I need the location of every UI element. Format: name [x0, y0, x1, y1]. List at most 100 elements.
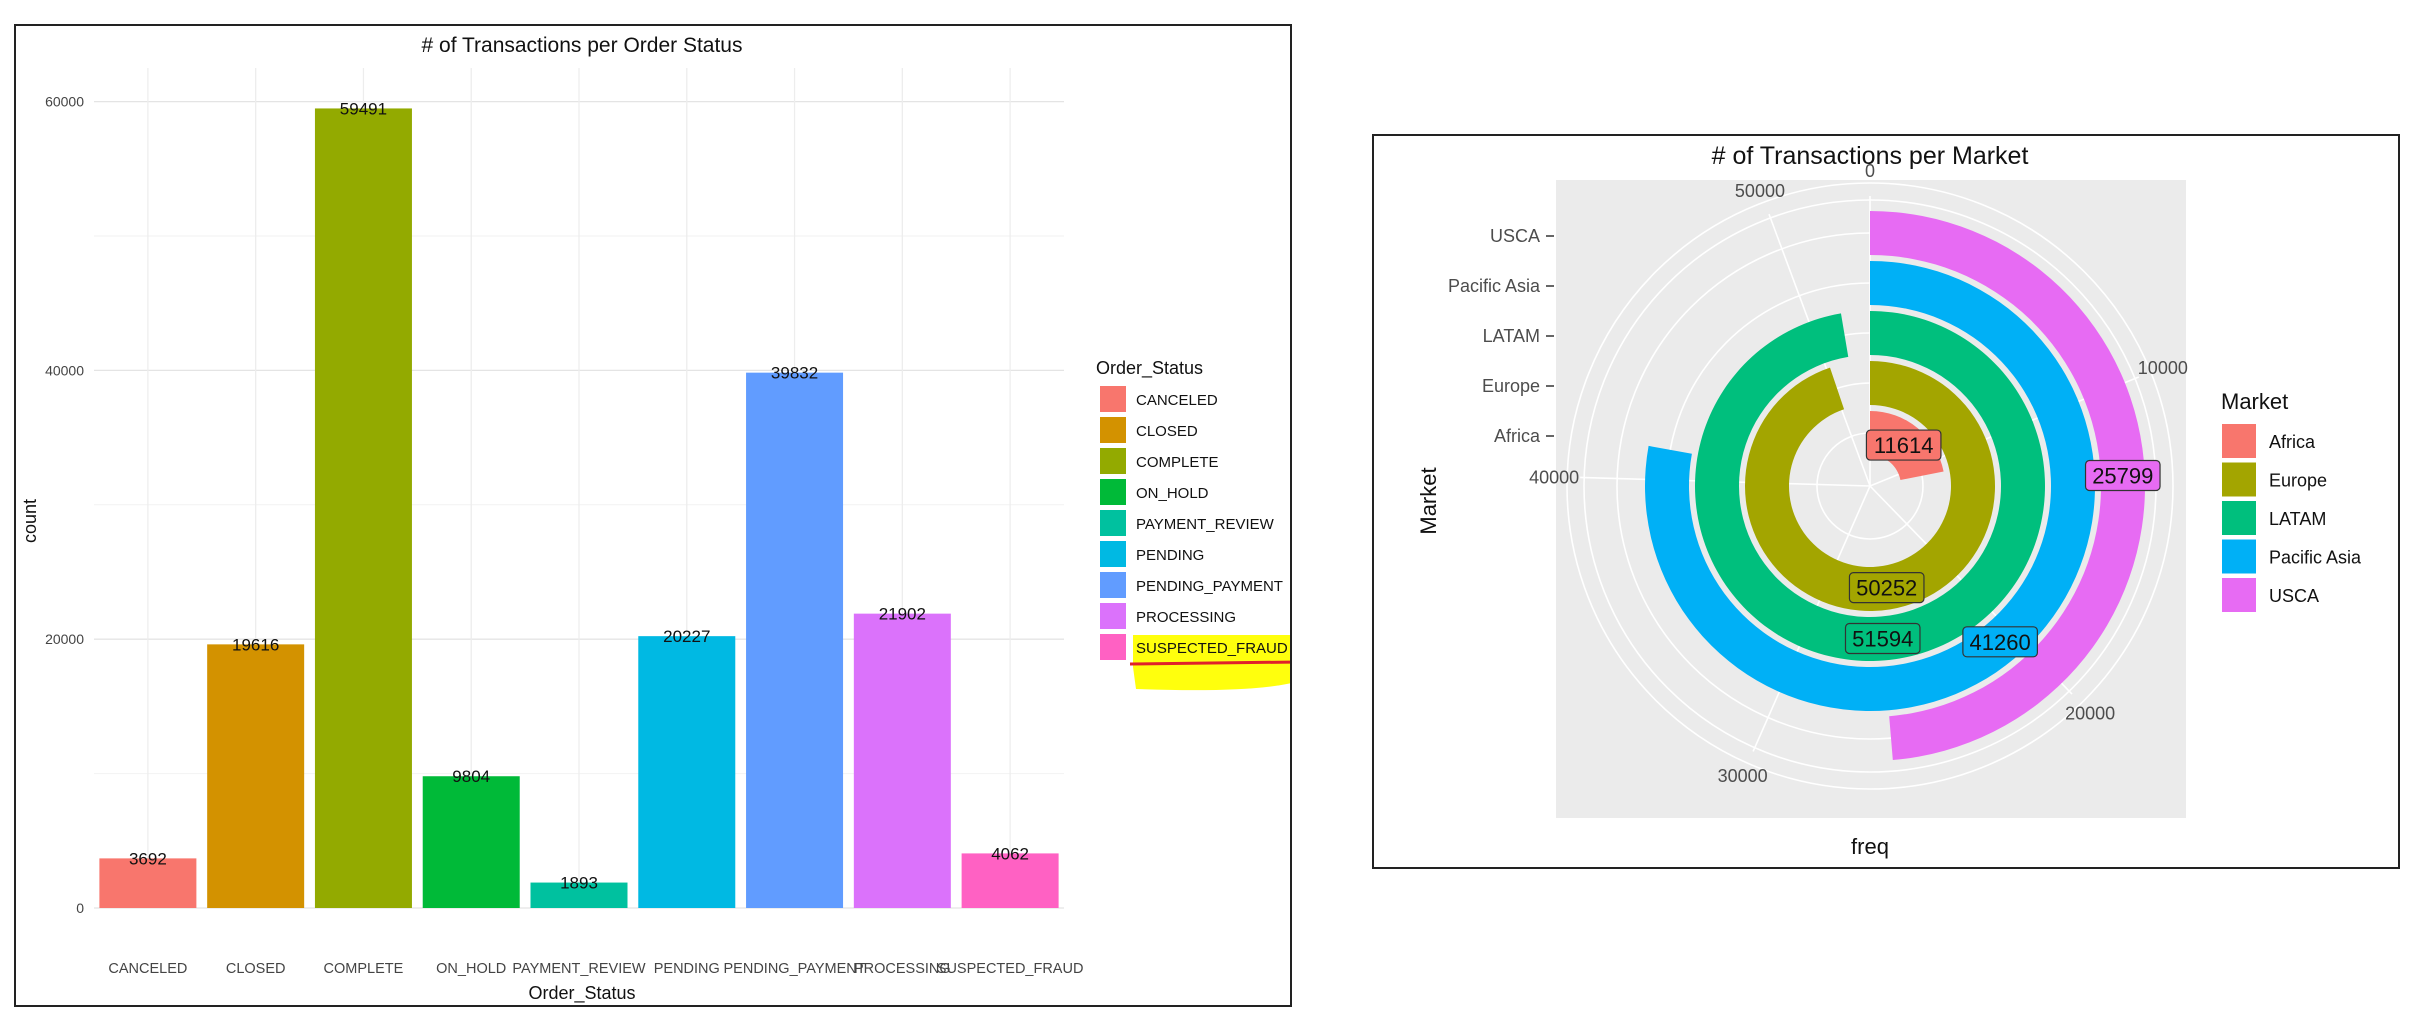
- bar-pending-payment: [746, 372, 844, 908]
- polar-market-tick-label-usca: USCA: [1490, 226, 1540, 246]
- polar-angle-tick-label: 10000: [2138, 358, 2188, 378]
- bar-pending: [638, 636, 736, 908]
- bar-complete: [314, 108, 412, 908]
- polar-chart-value-labels: 11614 50252 51594 41260 25799: [1844, 429, 2161, 658]
- polar-circle-gridline: [1566, 182, 2174, 790]
- bar-chart-title: # of Transactions per Order Status: [422, 34, 743, 57]
- bar-value-label-processing: 21902: [879, 605, 926, 624]
- polar-value-label-box-africa: [1865, 429, 1942, 461]
- bar-x-tick-label-pending: PENDING: [654, 961, 720, 977]
- order-status-chart-panel: # of Transactions per Order Status 3692 1…: [14, 24, 1297, 1007]
- bar-legend-label-canceled: CANCELED: [1136, 392, 1218, 409]
- market-chart-panel: # of Transactions per Market 0 10000 20000…: [1372, 134, 2400, 869]
- polar-value-label-latam: 51594: [1852, 626, 1913, 651]
- polar-angle-tick-label: 30000: [1718, 766, 1768, 786]
- polar-chart-angle-ticks: 0 10000 20000 30000 40000 50000: [1529, 161, 2188, 786]
- bar-x-tick-label-payment-review: PAYMENT_REVIEW: [512, 961, 646, 977]
- bar-legend-key-payment-review: [1100, 510, 1126, 536]
- bar-legend-title: Order_Status: [1096, 358, 1203, 379]
- polar-legend-label-africa: Africa: [2269, 432, 2316, 452]
- polar-angle-tick-label: 40000: [1529, 468, 1579, 488]
- bar-suspected-fraud: [961, 853, 1059, 908]
- polar-market-tick-label-africa: Africa: [1494, 426, 1541, 446]
- bar-x-tick-label-closed: CLOSED: [226, 961, 286, 977]
- bar-legend-key-complete: [1100, 448, 1126, 474]
- polar-chart-market-ticks: Africa Europe LATAM Pacific Asia USCA: [1448, 226, 1554, 446]
- polar-angle-tick-label: 20000: [2065, 704, 2115, 724]
- polar-legend-label-pacific-asia: Pacific Asia: [2269, 548, 2362, 568]
- bar-chart-y-axis-label: count: [20, 499, 40, 543]
- polar-chart-title: # of Transactions per Market: [1712, 142, 2029, 170]
- bar-y-tick-label: 0: [76, 900, 84, 916]
- bar-legend-key-on-hold: [1100, 479, 1126, 505]
- polar-legend-label-europe: Europe: [2269, 471, 2327, 491]
- polar-legend-key-usca: [2222, 578, 2256, 612]
- polar-legend-title: Market: [2221, 389, 2288, 414]
- polar-value-label-europe: 50252: [1856, 576, 1917, 601]
- bar-legend-key-suspected-fraud: [1100, 634, 1126, 660]
- bar-value-label-on-hold: 9804: [452, 767, 490, 786]
- bar-legend-label-complete: COMPLETE: [1136, 454, 1219, 471]
- bar-chart-legend: Order_Status CANCELED CLOSED COMPLETE ON_HO…: [1096, 358, 1297, 691]
- bar-legend-label-pending-payment: PENDING_PAYMENT: [1136, 578, 1283, 595]
- bar-x-tick-label-complete: COMPLETE: [324, 961, 404, 977]
- bar-legend-key-canceled: [1100, 386, 1126, 412]
- bar-legend-label-suspected-fraud: SUSPECTED_FRAUD: [1136, 640, 1288, 657]
- bar-processing: [853, 613, 951, 908]
- polar-value-label-box-pacific-asia: [1962, 626, 2038, 658]
- bar-legend-key-processing: [1100, 603, 1126, 629]
- market-polar-chart: # of Transactions per Market 0 10000 20000…: [1416, 142, 2362, 859]
- bar-chart-x-ticks: CANCELED CLOSED COMPLETE ON_HOLD PAYMENT_REV…: [108, 961, 1083, 977]
- polar-chart-x-axis-label: freq: [1851, 834, 1889, 859]
- polar-legend-key-africa: [2222, 424, 2256, 458]
- bar-chart-x-axis-label: Order_Status: [528, 983, 635, 1004]
- polar-angle-tick-label: 0: [1865, 161, 1875, 181]
- polar-legend-label-latam: LATAM: [2269, 509, 2326, 529]
- polar-legend-key-pacific-asia: [2222, 539, 2256, 574]
- bar-legend-label-processing: PROCESSING: [1136, 609, 1236, 626]
- bar-closed: [207, 644, 305, 908]
- bar-value-label-pending-payment: 39832: [771, 364, 818, 383]
- polar-market-tick-label-pacific-asia: Pacific Asia: [1448, 276, 1541, 296]
- bar-legend-key-pending: [1100, 541, 1126, 567]
- bar-legend-key-pending-payment: [1100, 572, 1126, 598]
- polar-value-label-box-latam: [1844, 622, 1921, 655]
- bar-x-tick-label-pending-payment: PENDING_PAYMENT: [724, 961, 866, 977]
- bar-chart-y-ticks: 0 20000 40000 60000: [45, 94, 84, 916]
- legend-underline-marker: [1129, 660, 1297, 666]
- bar-payment-review: [530, 882, 628, 908]
- polar-bar-usca: [1870, 211, 2145, 761]
- polar-value-label-box-europe: [1848, 572, 1925, 604]
- order-status-bar-chart: # of Transactions per Order Status 3692 1…: [20, 34, 1297, 1004]
- bar-legend-key-closed: [1100, 417, 1126, 443]
- polar-angle-tick-label: 50000: [1735, 181, 1785, 201]
- bar-x-tick-label-canceled: CANCELED: [108, 961, 187, 977]
- polar-chart-y-axis-label: Market: [1416, 467, 1441, 534]
- bar-y-tick-label: 20000: [45, 631, 84, 647]
- bar-value-label-closed: 19616: [232, 635, 279, 654]
- polar-value-label-pacific-asia: 41260: [1970, 630, 2031, 655]
- polar-legend-label-usca: USCA: [2269, 586, 2319, 606]
- polar-legend-key-latam: [2222, 501, 2256, 535]
- bar-value-label-pending: 20227: [663, 627, 710, 646]
- bar-x-tick-label-processing: PROCESSING: [854, 961, 951, 977]
- bar-x-tick-label-on-hold: ON_HOLD: [436, 961, 506, 977]
- bar-on-hold: [422, 776, 520, 908]
- polar-value-label-africa: 11614: [1874, 433, 1934, 458]
- bar-legend-label-pending: PENDING: [1136, 547, 1204, 564]
- polar-bar-europe: [1745, 361, 1995, 611]
- bar-x-tick-label-suspected-fraud: SUSPECTED_FRAUD: [937, 961, 1084, 977]
- bar-y-tick-label: 40000: [45, 362, 84, 378]
- bar-legend-label-payment-review: PAYMENT_REVIEW: [1136, 516, 1275, 533]
- bar-chart-bars: 3692 19616 59491 9804 1893 20227 39832 21902 406…: [99, 99, 1059, 908]
- bar-value-label-payment-review: 1893: [560, 874, 598, 893]
- bar-y-tick-label: 60000: [45, 94, 84, 110]
- polar-legend-key-europe: [2222, 462, 2256, 497]
- polar-value-label-box-usca: [2084, 459, 2161, 492]
- polar-chart-legend: Market Africa Europe LATAM Pacific Asia USCA: [2221, 389, 2362, 612]
- polar-market-tick-label-latam: LATAM: [1483, 326, 1540, 346]
- polar-market-tick-label-europe: Europe: [1482, 376, 1540, 396]
- bar-value-label-complete: 59491: [340, 99, 387, 118]
- bar-value-label-suspected-fraud: 4062: [991, 844, 1029, 863]
- bar-legend-label-closed: CLOSED: [1136, 423, 1198, 440]
